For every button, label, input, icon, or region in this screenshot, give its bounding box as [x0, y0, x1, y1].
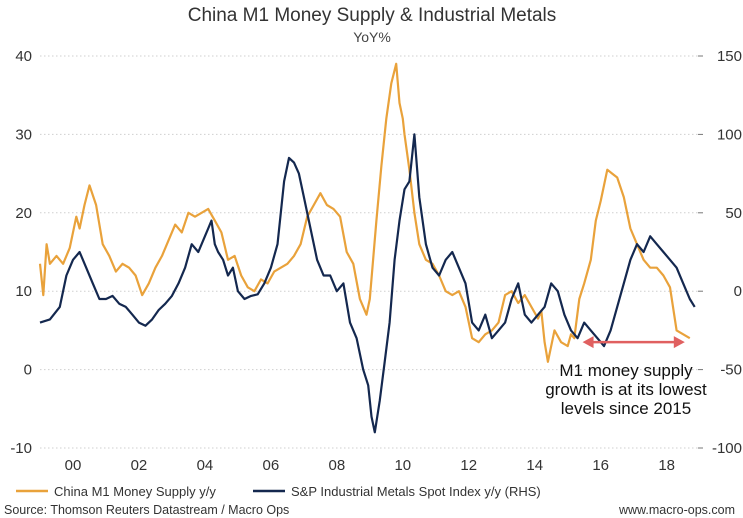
- x-tick-label: 10: [394, 457, 411, 474]
- series-lines: [38, 62, 696, 434]
- x-tick-label: 00: [65, 457, 82, 474]
- x-tick-label: 16: [592, 457, 609, 474]
- chart-title: China M1 Money Supply & Industrial Metal…: [188, 5, 557, 26]
- x-tick-label: 18: [658, 457, 675, 474]
- left-tick-label: -10: [10, 440, 32, 457]
- legend-label-m1: China M1 Money Supply y/y: [54, 484, 216, 499]
- left-tick-label: 20: [15, 205, 32, 222]
- right-axis-ticks: -100 -50 0 50 100 150: [698, 48, 742, 457]
- x-tick-label: 14: [526, 457, 543, 474]
- x-axis-ticks: 00 02 04 06 08 10 12 14 16 18: [65, 457, 675, 474]
- right-tick-label: 0: [734, 283, 742, 300]
- x-tick-label: 12: [460, 457, 477, 474]
- website-label: www.macro-ops.com: [618, 503, 735, 517]
- x-tick-label: 06: [263, 457, 280, 474]
- annotation-arrow-head-right: [673, 336, 685, 349]
- right-tick-label: 50: [725, 205, 742, 222]
- chart-subtitle: YoY%: [353, 29, 391, 45]
- right-tick-label: 100: [717, 126, 742, 143]
- right-tick-label: -100: [712, 440, 742, 457]
- legend: China M1 Money Supply y/y S&P Industrial…: [16, 484, 541, 499]
- series-line-m1: [38, 62, 691, 363]
- right-tick-label: 150: [717, 48, 742, 65]
- left-axis-ticks: -10 0 10 20 30 40: [10, 48, 32, 457]
- x-tick-label: 04: [197, 457, 214, 474]
- annotation-line-2: growth is at its lowest: [545, 380, 707, 399]
- annotation: M1 money supply growth is at its lowest …: [545, 336, 707, 418]
- source-note: Source: Thomson Reuters Datastream / Mac…: [4, 503, 289, 517]
- annotation-arrow-head-left: [582, 336, 594, 349]
- series-line-metals: [39, 133, 696, 434]
- left-tick-label: 30: [15, 126, 32, 143]
- annotation-line-3: levels since 2015: [561, 399, 691, 418]
- x-tick-label: 02: [131, 457, 148, 474]
- legend-label-metals: S&P Industrial Metals Spot Index y/y (RH…: [291, 484, 541, 499]
- x-tick-label: 08: [328, 457, 345, 474]
- gridlines: [40, 55, 698, 449]
- left-tick-label: 40: [15, 48, 32, 65]
- left-tick-label: 10: [15, 283, 32, 300]
- right-tick-label: -50: [720, 362, 742, 379]
- annotation-line-1: M1 money supply: [559, 361, 693, 380]
- left-tick-label: 0: [24, 362, 32, 379]
